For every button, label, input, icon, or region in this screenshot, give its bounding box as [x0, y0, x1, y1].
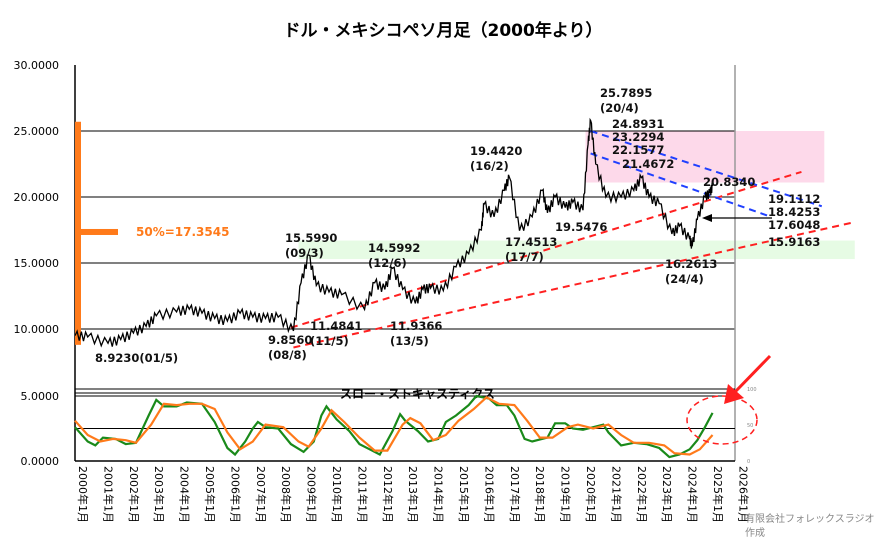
highlight-arrow-head: [724, 384, 744, 404]
x-tick-label: 2021年1月: [609, 466, 623, 523]
lower-resistance-blue: [590, 152, 772, 218]
fib-range-bar: [75, 121, 81, 345]
annotation-label: 23.2294: [612, 130, 664, 144]
x-tick-label: 2026年1月: [736, 466, 750, 523]
annotation-label: (17/7): [505, 250, 544, 264]
x-tick-label: 2006年1月: [228, 466, 242, 523]
y-tick-label: 30.0000: [14, 59, 60, 72]
annotation-label: 11.4841: [310, 319, 362, 333]
x-tick-label: 2011年1月: [355, 466, 369, 523]
highlight-circle: [686, 395, 758, 445]
x-tick-label: 2004年1月: [178, 466, 192, 523]
x-tick-label: 2012年1月: [381, 466, 395, 523]
annotation-label: 20.8340: [703, 175, 755, 189]
x-tick-label: 2019年1月: [559, 466, 573, 523]
fib-50-marker: [80, 228, 118, 235]
x-tick-label: 2008年1月: [279, 466, 293, 523]
stoch-y-tick: 0.0000: [21, 455, 60, 468]
annotation-label: 17.4513: [505, 235, 557, 249]
stoch-right-tick: 100: [747, 387, 757, 393]
y-tick-label: 25.0000: [14, 125, 60, 138]
x-tick-label: 2022年1月: [635, 466, 649, 523]
annotation-label: 22.1577: [612, 143, 664, 157]
annotation-label: 21.4672: [622, 157, 674, 171]
y-tick-label: 10.0000: [14, 323, 60, 336]
x-tick-label: 2016年1月: [482, 466, 496, 523]
x-tick-label: 2000年1月: [76, 466, 90, 523]
annotation-label: (09/3): [285, 246, 324, 260]
annotation-label: (13/5): [390, 334, 429, 348]
x-tick-label: 2024年1月: [686, 466, 700, 523]
stoch-right-tick: 50: [747, 423, 753, 429]
credit-line-1: 有限会社フォレックスラジオ: [745, 512, 875, 525]
annotation-label: (16/2): [470, 159, 509, 173]
x-tick-label: 2023年1月: [660, 466, 674, 523]
support-zone: [298, 240, 855, 260]
stoch-title: スロー・ストキャスティクス: [340, 387, 495, 401]
upper-resistance-blue: [590, 130, 823, 208]
price-series: [74, 117, 714, 348]
highlight-arrow-line: [733, 354, 772, 394]
annotation-label: 24.8931: [612, 117, 664, 131]
annotation-label: 11.9366: [390, 319, 442, 333]
x-tick-label: 2002年1月: [127, 466, 141, 523]
y-tick-label: 15.0000: [14, 257, 60, 270]
x-tick-label: 2007年1月: [254, 466, 268, 523]
x-tick-label: 2001年1月: [101, 466, 115, 523]
x-tick-label: 2013年1月: [406, 466, 420, 523]
annotation-label: (20/4): [600, 101, 639, 115]
resistance-zone: [585, 131, 825, 183]
annotation-label: 17.6048: [768, 218, 820, 232]
x-tick-label: 2020年1月: [584, 466, 598, 523]
annotation-label: 19.1112: [768, 192, 820, 206]
x-tick-label: 2010年1月: [330, 466, 344, 523]
chart-title: ドル・メキシコペソ月足（2000年より）: [284, 20, 603, 41]
x-tick-label: 2017年1月: [508, 466, 522, 523]
stoch-series-d: [74, 395, 714, 456]
annotation-label: (11/5): [310, 334, 349, 348]
annotation-label: (08/8): [268, 348, 307, 362]
x-tick-label: 2015年1月: [457, 466, 471, 523]
annotation-label: 8.9230(01/5): [95, 351, 178, 365]
annotation-label: 18.4253: [768, 205, 820, 219]
y-tick-label: 20.0000: [14, 191, 60, 204]
x-tick-label: 2003年1月: [152, 466, 166, 523]
annotation-label: 16.2613: [665, 257, 717, 271]
x-tick-label: 2018年1月: [533, 466, 547, 523]
annotation-label: 25.7895: [600, 86, 652, 100]
pointer-arrow-head: [702, 214, 712, 222]
x-tick-label: 2014年1月: [432, 466, 446, 523]
annotation-label: 15.9163: [768, 235, 820, 249]
x-tick-label: 2005年1月: [203, 466, 217, 523]
annotation-label: (12/6): [368, 256, 407, 270]
fib-50-label: 50%=17.3545: [136, 225, 229, 239]
x-tick-label: 2009年1月: [305, 466, 319, 523]
x-tick-label: 2025年1月: [711, 466, 725, 523]
annotation-label: 14.5992: [368, 241, 420, 255]
annotation-label: 19.4420: [470, 144, 522, 158]
annotation-label: 9.8560: [268, 333, 312, 347]
stoch-right-tick: 0: [747, 459, 750, 465]
annotation-label: (24/4): [665, 272, 704, 286]
annotation-label: 15.5990: [285, 231, 337, 245]
annotation-label: 19.5476: [555, 220, 607, 234]
stoch-y-tick: 5.0000: [21, 390, 60, 403]
credit-line-2: 作成: [745, 527, 765, 539]
